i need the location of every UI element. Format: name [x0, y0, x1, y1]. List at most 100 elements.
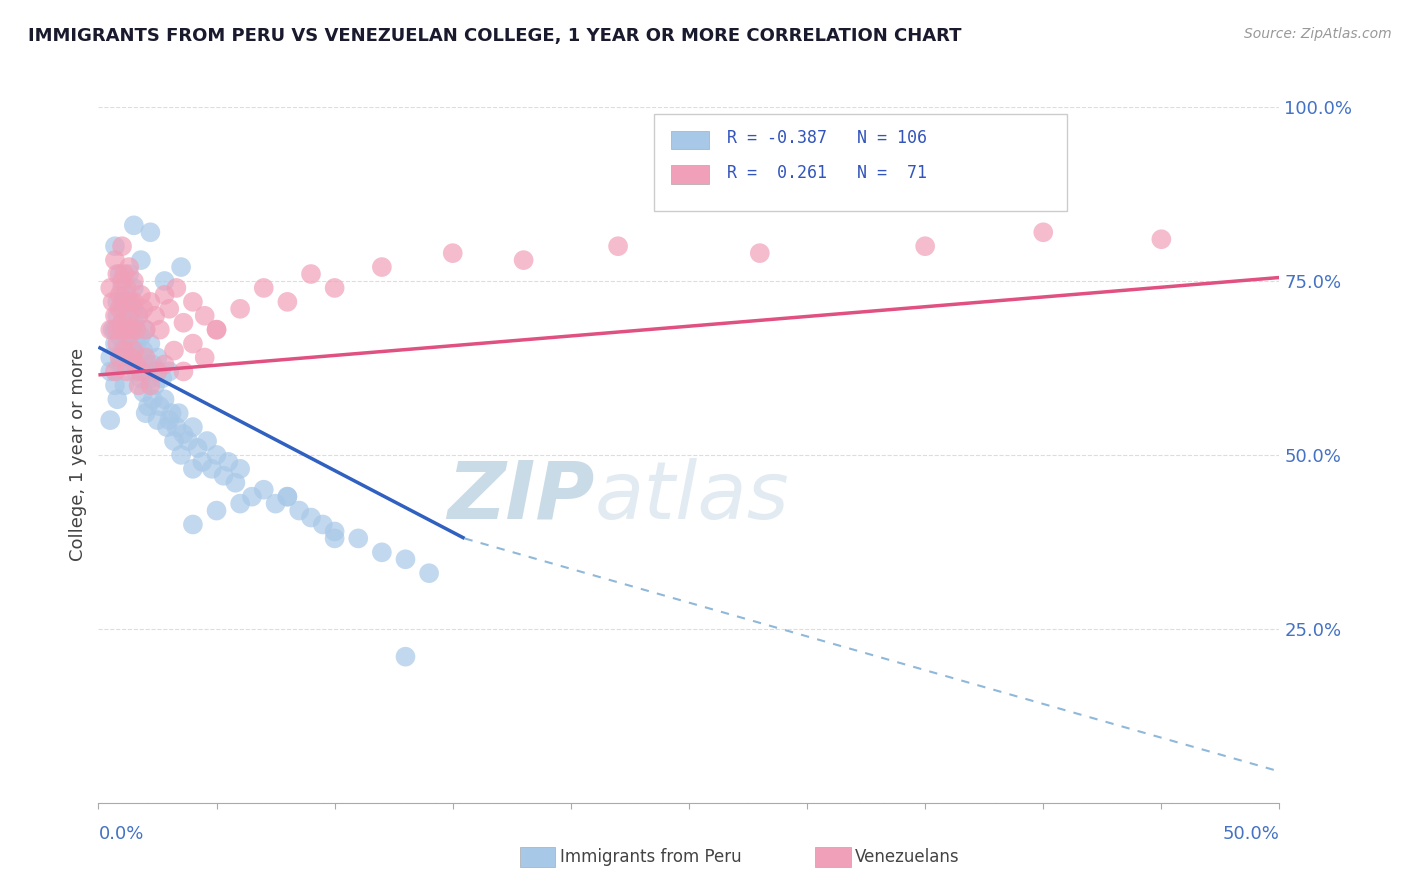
Point [299, 510, 322, 524]
Point [172, 427, 194, 442]
Point [276, 490, 298, 504]
Point [253, 483, 276, 497]
Point [122, 274, 145, 288]
Point [115, 351, 138, 365]
Point [195, 434, 218, 448]
Point [104, 253, 127, 268]
Point [122, 281, 145, 295]
Point [111, 343, 134, 358]
Point [121, 351, 143, 365]
Point [165, 281, 187, 295]
Point [323, 524, 346, 539]
Point [108, 329, 131, 343]
Point [101, 294, 124, 309]
Point [146, 364, 169, 378]
Point [212, 468, 235, 483]
Point [191, 455, 214, 469]
Point [149, 323, 172, 337]
Point [146, 351, 169, 365]
Point [143, 309, 166, 323]
Point [142, 358, 165, 372]
Text: Venezuelans: Venezuelans [855, 848, 959, 866]
Point [104, 309, 127, 323]
Point [136, 358, 159, 372]
Point [108, 267, 131, 281]
Point [115, 288, 138, 302]
Text: Source: ZipAtlas.com: Source: ZipAtlas.com [1244, 27, 1392, 41]
Point [512, 253, 534, 268]
Point [323, 281, 346, 295]
Point [157, 364, 180, 378]
Point [240, 490, 263, 504]
Point [128, 309, 150, 323]
Point [105, 392, 128, 407]
Point [108, 288, 131, 302]
Point [135, 364, 157, 378]
Point [276, 294, 298, 309]
Point [170, 260, 193, 274]
Point [135, 351, 157, 365]
Point [121, 329, 143, 343]
Point [128, 378, 150, 392]
Point [122, 294, 145, 309]
Point [125, 323, 148, 337]
Point [172, 316, 194, 330]
Point [132, 385, 155, 400]
Point [112, 294, 135, 309]
Point [276, 490, 298, 504]
Point [394, 649, 416, 664]
Point [181, 517, 204, 532]
Point [104, 378, 127, 392]
Point [181, 336, 204, 351]
Point [165, 420, 187, 434]
Point [132, 301, 155, 316]
Text: IMMIGRANTS FROM PERU VS VENEZUELAN COLLEGE, 1 YEAR OR MORE CORRELATION CHART: IMMIGRANTS FROM PERU VS VENEZUELAN COLLE… [28, 27, 962, 45]
Point [104, 364, 127, 378]
Point [205, 503, 228, 517]
Point [118, 267, 141, 281]
Point [121, 323, 143, 337]
Point [105, 336, 128, 351]
Point [104, 323, 127, 337]
Text: 50.0%: 50.0% [1223, 825, 1279, 843]
Point [112, 323, 135, 337]
Point [115, 323, 138, 337]
Point [371, 545, 394, 559]
Point [136, 399, 159, 413]
Point [153, 288, 176, 302]
Point [194, 351, 217, 365]
Point [128, 309, 150, 323]
Point [1150, 232, 1173, 246]
Point [112, 343, 135, 358]
Point [153, 274, 176, 288]
Point [229, 301, 252, 316]
Point [914, 239, 936, 253]
Text: R = -0.387   N = 106: R = -0.387 N = 106 [727, 129, 927, 147]
Point [177, 434, 200, 448]
Point [115, 329, 138, 343]
Point [418, 566, 440, 581]
Point [104, 336, 127, 351]
Point [229, 497, 252, 511]
Point [122, 301, 145, 316]
Point [146, 413, 169, 427]
Point [122, 219, 145, 233]
Point [748, 246, 770, 260]
Point [122, 343, 145, 358]
Point [118, 343, 141, 358]
Y-axis label: College, 1 year or more: College, 1 year or more [69, 349, 87, 561]
Point [347, 532, 370, 546]
Point [139, 371, 162, 385]
Point [229, 462, 252, 476]
Point [129, 329, 152, 343]
Point [125, 364, 148, 378]
Point [163, 343, 186, 358]
Point [187, 441, 209, 455]
Point [143, 378, 166, 392]
Point [98, 364, 121, 378]
Point [129, 253, 152, 268]
Point [112, 267, 135, 281]
Point [115, 309, 138, 323]
Point [104, 239, 127, 253]
Point [108, 301, 131, 316]
